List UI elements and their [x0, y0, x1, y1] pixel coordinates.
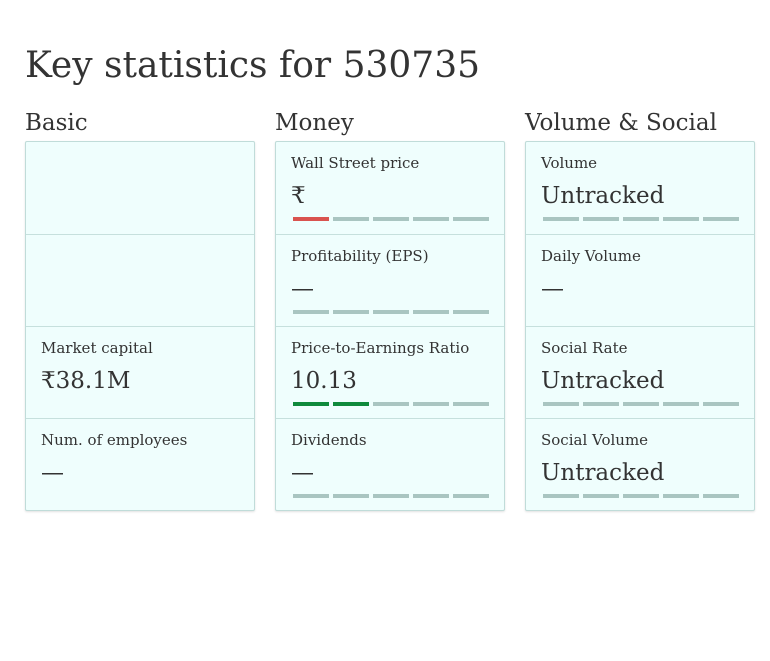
rating-bar [293, 217, 489, 221]
stat-value [41, 274, 254, 304]
stat-label: Volume [541, 154, 598, 172]
rating-segment-empty [373, 402, 409, 406]
rating-segment-empty [543, 494, 579, 498]
rating-segment-empty [293, 494, 329, 498]
rating-segment-empty [703, 217, 739, 221]
rating-segment-empty [453, 217, 489, 221]
stat-dividends: Dividends — [276, 418, 504, 510]
stat-value: — [291, 276, 314, 302]
stat-social-rate: Social Rate Untracked [526, 326, 754, 418]
column-basic: Basic Market capital ₹38.1M Num. of empl… [25, 108, 255, 511]
rating-segment-empty [333, 494, 369, 498]
rating-segment-filled [293, 402, 329, 406]
stat-value: — [41, 460, 64, 486]
rating-segment-empty [663, 402, 699, 406]
rating-segment-empty [373, 310, 409, 314]
rating-segment-empty [583, 217, 619, 221]
stat-value: ₹ [291, 183, 306, 209]
stat-value: 10.13 [291, 368, 357, 394]
rating-segment-empty [703, 402, 739, 406]
page-title: Key statistics for 530735 [25, 45, 481, 86]
stat-num-employees: Num. of employees — [26, 418, 254, 510]
column-volume-social: Volume & Social Volume Untracked Daily V… [525, 108, 755, 511]
rating-segment-empty [413, 217, 449, 221]
rating-segment-empty [663, 494, 699, 498]
rating-segment-empty [333, 217, 369, 221]
stat-empty-2 [26, 234, 254, 326]
rating-segment-empty [413, 494, 449, 498]
rating-segment-empty [623, 494, 659, 498]
stat-label: Daily Volume [541, 247, 641, 265]
stat-market-capital: Market capital ₹38.1M [26, 326, 254, 418]
stat-label: Wall Street price [291, 154, 420, 172]
stat-daily-volume: Daily Volume — [526, 234, 754, 326]
stat-label: Social Rate [541, 339, 628, 357]
rating-segment-empty [543, 217, 579, 221]
stats-card: Wall Street price ₹ Profitability (EPS) … [275, 141, 505, 511]
column-title: Volume & Social [525, 110, 717, 136]
rating-segment-empty [453, 494, 489, 498]
rating-segment-empty [543, 402, 579, 406]
rating-segment-filled [333, 402, 369, 406]
stat-label [41, 246, 254, 266]
stat-profitability-eps: Profitability (EPS) — [276, 234, 504, 326]
stat-label [41, 153, 254, 173]
stat-pe-ratio: Price-to-Earnings Ratio 10.13 [276, 326, 504, 418]
rating-bar [293, 310, 489, 314]
stat-value: Untracked [541, 183, 665, 209]
rating-segment-empty [373, 217, 409, 221]
stat-label: Market capital [41, 339, 153, 357]
stat-value [41, 181, 254, 211]
column-title: Basic [25, 110, 88, 136]
rating-segment-filled [293, 217, 329, 221]
stat-label: Num. of employees [41, 431, 188, 449]
rating-segment-empty [623, 217, 659, 221]
rating-segment-empty [293, 310, 329, 314]
stat-value: — [291, 460, 314, 486]
stat-empty-1 [26, 142, 254, 234]
rating-segment-empty [413, 310, 449, 314]
rating-segment-empty [663, 217, 699, 221]
stat-label: Profitability (EPS) [291, 247, 429, 265]
rating-segment-empty [333, 310, 369, 314]
rating-segment-empty [373, 494, 409, 498]
rating-segment-empty [583, 494, 619, 498]
stat-wall-street-price: Wall Street price ₹ [276, 142, 504, 234]
stat-label: Social Volume [541, 431, 649, 449]
rating-bar [543, 402, 739, 406]
stats-card: Volume Untracked Daily Volume — Social R… [525, 141, 755, 511]
column-title: Money [275, 110, 354, 136]
stats-card: Market capital ₹38.1M Num. of employees … [25, 141, 255, 511]
column-money: Money Wall Street price ₹ Profitability … [275, 108, 505, 511]
stat-value: Untracked [541, 460, 665, 486]
rating-bar [293, 494, 489, 498]
rating-bar [543, 217, 739, 221]
stat-volume: Volume Untracked [526, 142, 754, 234]
rating-segment-empty [453, 310, 489, 314]
stat-label: Price-to-Earnings Ratio [291, 339, 470, 357]
rating-bar [293, 402, 489, 406]
rating-segment-empty [703, 494, 739, 498]
rating-segment-empty [453, 402, 489, 406]
rating-segment-empty [413, 402, 449, 406]
rating-segment-empty [583, 402, 619, 406]
rating-bar [543, 494, 739, 498]
rating-segment-empty [623, 402, 659, 406]
stat-value: — [541, 276, 564, 302]
stat-label: Dividends [291, 431, 367, 449]
stat-value: ₹38.1M [41, 368, 131, 394]
stat-value: Untracked [541, 368, 665, 394]
stat-social-volume: Social Volume Untracked [526, 418, 754, 510]
